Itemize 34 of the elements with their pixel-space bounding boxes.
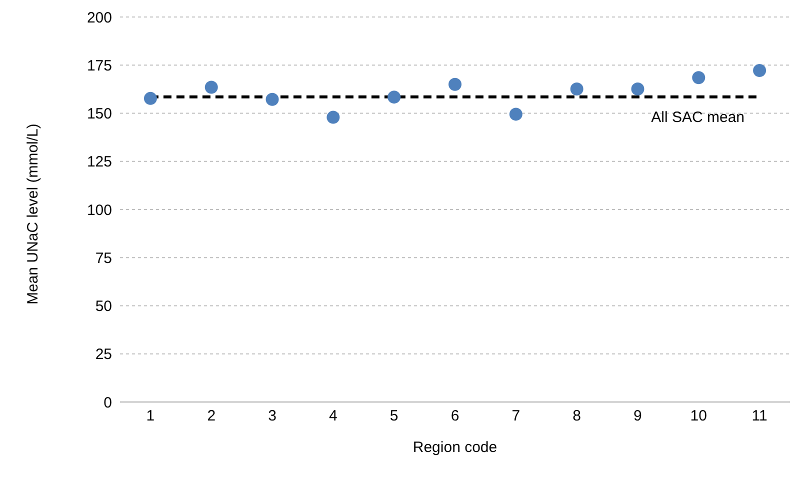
y-tick-label: 75: [95, 250, 112, 267]
point: [509, 108, 522, 121]
x-tick-label: 1: [146, 408, 155, 425]
x-axis-title: Region code: [412, 439, 498, 456]
y-tick-label: 175: [86, 57, 112, 74]
y-tick-label: 25: [95, 346, 112, 364]
x-tick-label: 9: [634, 408, 642, 425]
x-tick-label: 2: [207, 408, 216, 425]
x-tick-label: 10: [690, 408, 707, 425]
x-tick-label: 11: [752, 408, 768, 425]
point: [631, 82, 644, 96]
point: [692, 71, 706, 84]
y-tick-label: 125: [86, 154, 112, 171]
x-tick-label: 7: [512, 408, 520, 425]
y-tick-label: 100: [86, 202, 112, 219]
x-tick-label: 4: [329, 408, 338, 425]
point: [266, 92, 279, 106]
y-tick-label: 50: [95, 298, 112, 316]
x-tick-label: 8: [572, 408, 581, 425]
x-tick-label: 5: [390, 408, 398, 425]
y-axis-title: Mean UNaC level (mmol/L): [24, 124, 42, 304]
ref-line-label: All SAC mean: [651, 108, 745, 126]
point: [388, 90, 401, 104]
y-tick-label: 150: [86, 106, 112, 123]
y-tick-label: 0: [104, 394, 112, 412]
point: [326, 110, 340, 124]
x-tick-label: 3: [268, 408, 276, 425]
point: [204, 80, 218, 94]
point: [570, 82, 584, 96]
y-tick-label: 200: [86, 9, 112, 26]
point: [144, 92, 157, 105]
point: [753, 64, 766, 78]
x-tick-label: 6: [450, 408, 460, 425]
point: [448, 78, 462, 91]
